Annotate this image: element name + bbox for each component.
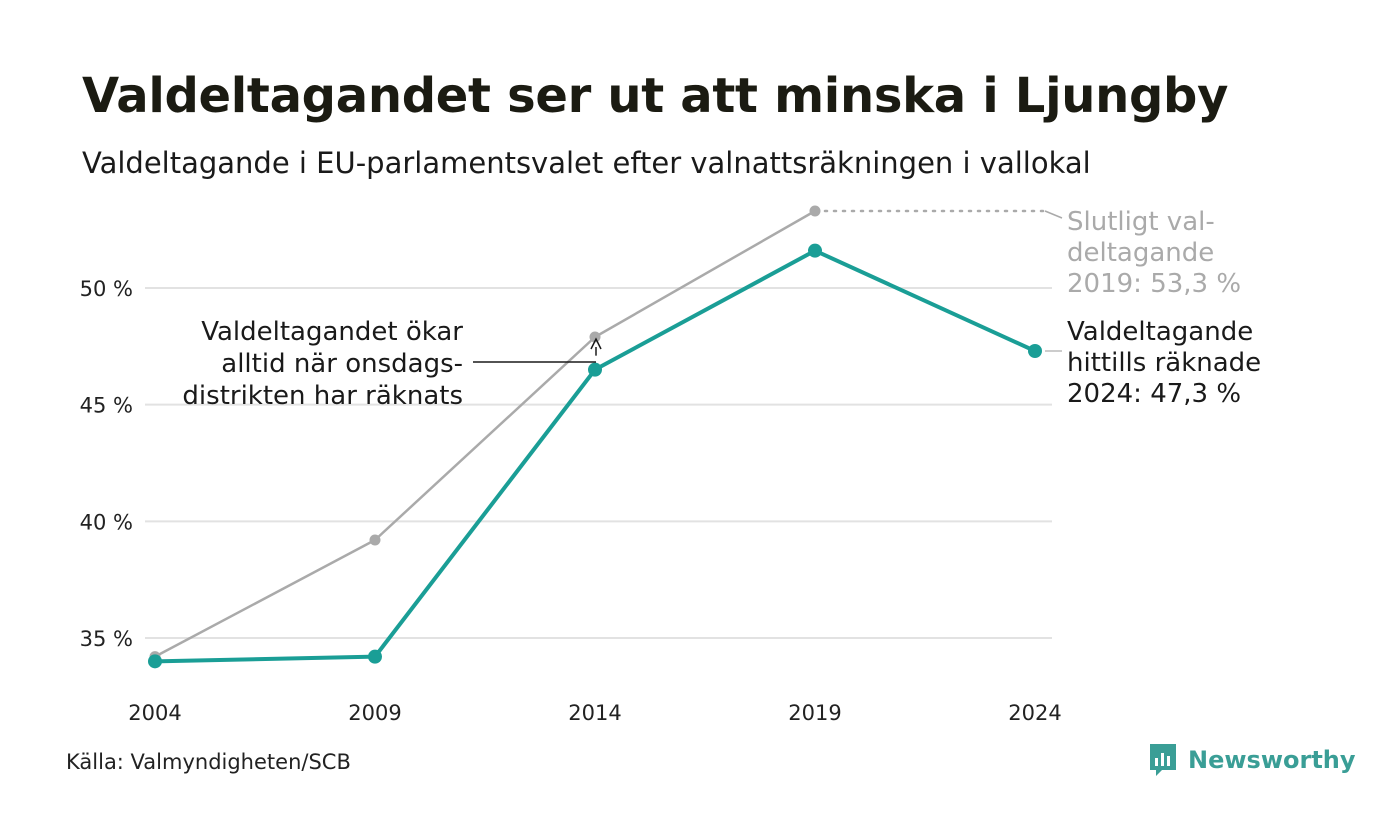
logo-text: Newsworthy	[1188, 746, 1356, 774]
series-line-final	[154, 209, 816, 658]
final-2019-label: deltagande	[1067, 238, 1214, 268]
series-layer	[148, 205, 1042, 669]
chart-title: Valdeltagandet ser ut att minska i Ljung…	[82, 68, 1229, 124]
data-point-current	[808, 243, 822, 258]
gap-note-label: alltid när onsdags-	[221, 349, 463, 379]
gap-note-label: distrikten har räknats	[182, 381, 463, 411]
y-tick-label: 40 %	[80, 510, 133, 534]
y-axis-ticks: 35 % 40 % 45 % 50 %	[80, 277, 133, 651]
x-tick-label: 2009	[348, 701, 401, 725]
data-point-current	[1028, 344, 1042, 358]
x-tick-label: 2019	[788, 701, 841, 725]
current-2024-label: hittills räknade	[1067, 348, 1261, 378]
newsworthy-logo: Newsworthy	[1148, 742, 1356, 778]
newsworthy-logo-icon	[1150, 744, 1176, 776]
y-tick-label: 45 %	[80, 394, 133, 418]
series-line-current	[154, 248, 1036, 664]
data-point-final	[369, 534, 381, 546]
x-tick-label: 2024	[1008, 701, 1061, 725]
data-point-current	[588, 362, 602, 377]
y-tick-label: 35 %	[80, 627, 133, 651]
chart-subtitle: Valdeltagande i EU-parlamentsvalet efter…	[82, 146, 1091, 180]
source-note: Källa: Valmyndigheten/SCB	[66, 750, 351, 774]
data-point-current	[368, 649, 382, 664]
final-2019-connector	[1044, 210, 1063, 219]
gap-note-label: Valdeltagandet ökar	[201, 317, 463, 347]
x-tick-label: 2014	[568, 701, 621, 725]
final-2019-label: 2019: 53,3 %	[1067, 269, 1241, 299]
data-point-final	[589, 331, 601, 343]
data-point-current	[148, 654, 162, 669]
x-tick-label: 2004	[128, 701, 181, 725]
final-2019-label: Slutligt val-	[1067, 207, 1215, 237]
current-2024-label: Valdeltagande	[1067, 317, 1253, 347]
x-axis-ticks: 2004 2009 2014 2019 2024	[128, 701, 1061, 725]
gap-arrow-head	[590, 337, 602, 350]
current-2024-label: 2024: 47,3 %	[1067, 379, 1241, 409]
data-point-final	[809, 205, 821, 217]
y-tick-label: 50 %	[80, 277, 133, 301]
